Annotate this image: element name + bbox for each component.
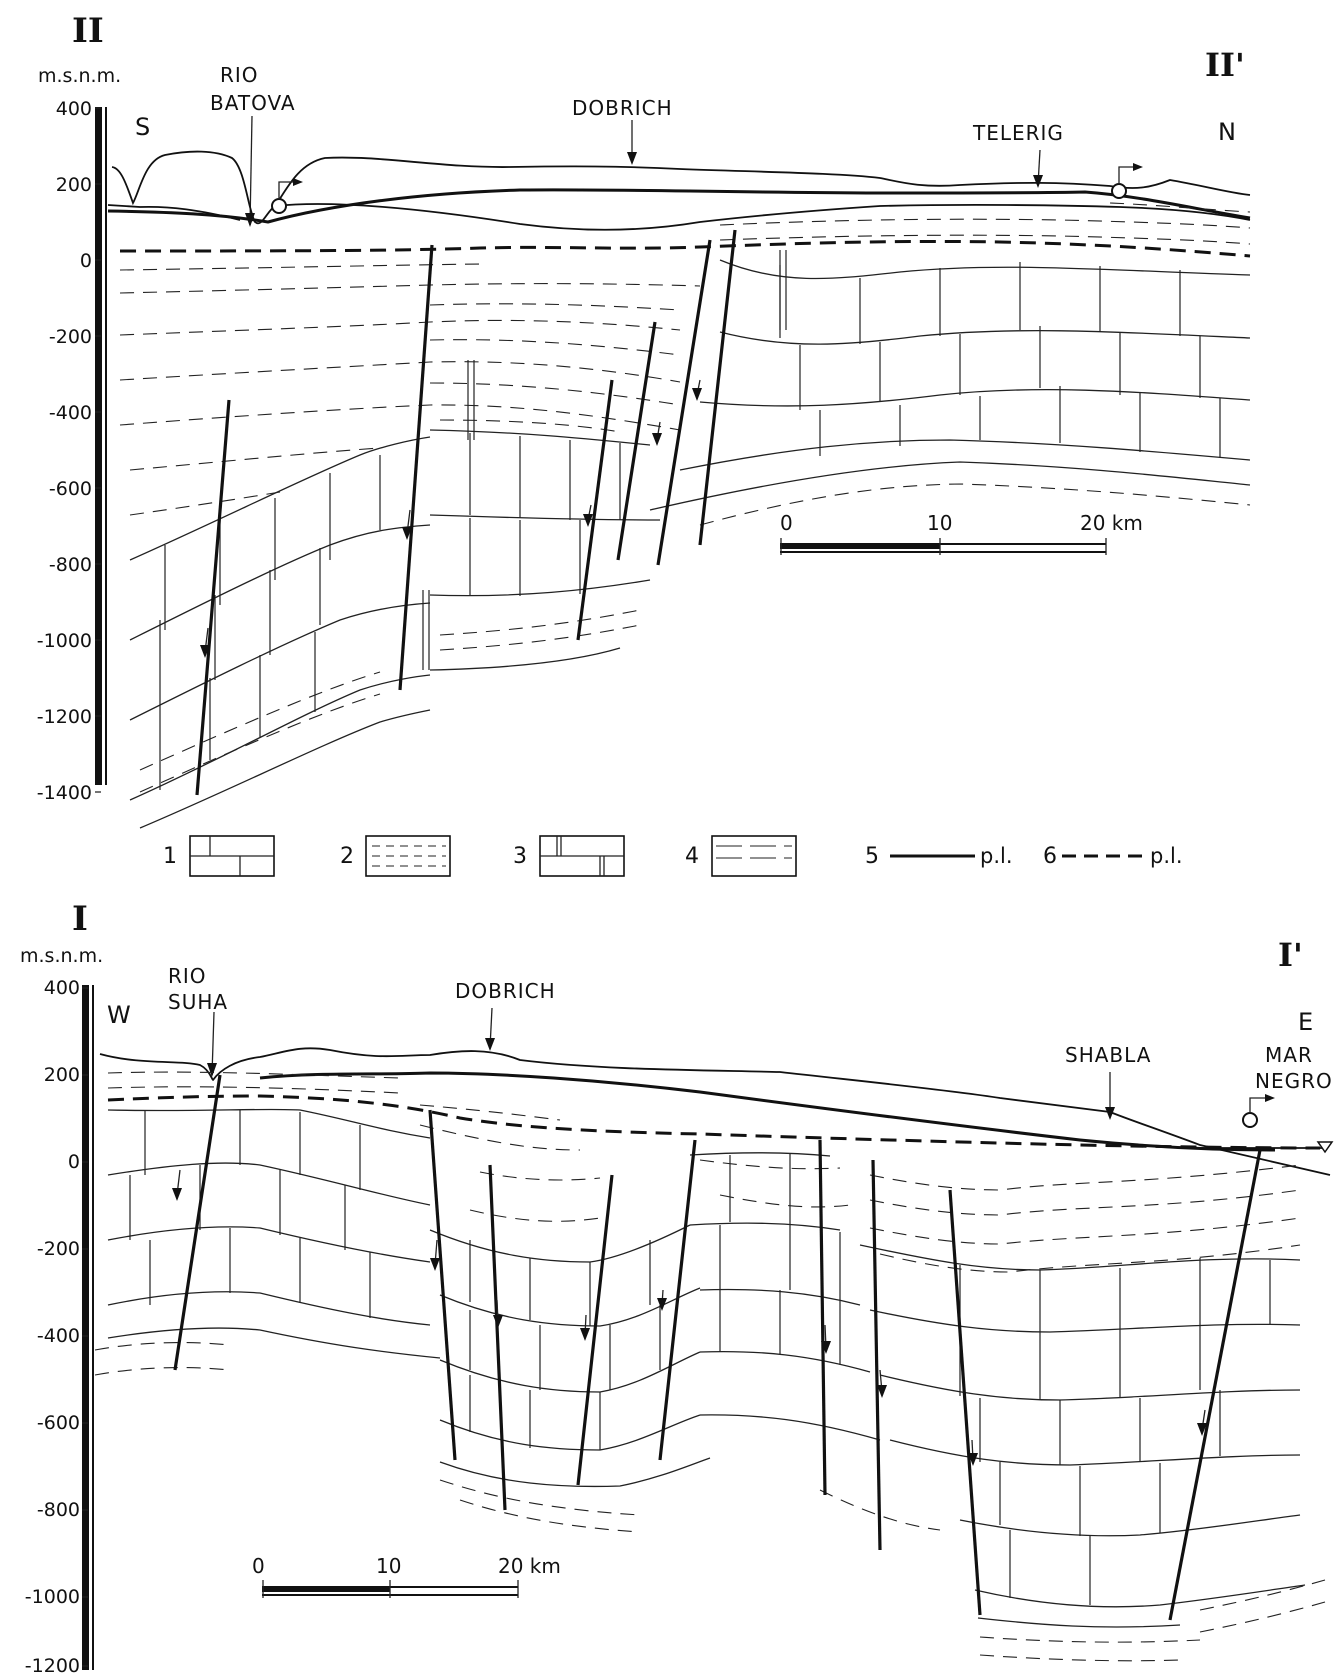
section-i-tick-marks: [82, 987, 88, 1667]
section-i-direction-left: W: [107, 1001, 131, 1029]
section-ii-tick: 400: [56, 98, 92, 120]
fault-displacement-arrows: [172, 1169, 1207, 1466]
section-ii-axis-unit: m.s.n.m.: [38, 65, 121, 87]
section-ii-limestone-beds: [129, 259, 1251, 829]
scale-label: 0: [780, 511, 793, 535]
legend-number: 6: [1043, 844, 1057, 869]
well-marker: [271, 178, 303, 214]
location-arrows: [245, 115, 1043, 227]
section-ii-tick: -1200: [37, 706, 92, 728]
legend-item-1: 1: [163, 835, 275, 877]
legend-number: 3: [513, 844, 527, 869]
legend-item-2: 2: [340, 835, 451, 877]
place-label: SUHA: [168, 990, 228, 1014]
piezometric-level-dashed: [119, 239, 1251, 258]
place-label: DOBRICH: [572, 96, 673, 120]
section-ii-faults: [195, 229, 737, 796]
legend-label: p.l.: [1150, 844, 1183, 868]
section-ii-tick: -200: [49, 326, 92, 348]
section-i-limestone-beds: [107, 1108, 1306, 1628]
section-ii-tick: -800: [49, 554, 92, 576]
legend-item-3: 3: [513, 835, 625, 877]
section-i-depth-axis: [82, 985, 94, 1670]
section-i-joints: [129, 1110, 1271, 1605]
section-ii-tick: -1000: [37, 630, 92, 652]
section-ii-topography: [111, 150, 1251, 225]
legend-item-5: 5 p.l.: [865, 844, 1013, 869]
place-label: MAR: [1265, 1043, 1313, 1067]
scale-label: 20 km: [498, 1554, 561, 1578]
section-ii: II II' m.s.n.m. 400 200 0 -200 -400 -600…: [37, 11, 1251, 829]
section-i-faults: [173, 1074, 1262, 1621]
scale-label: 10: [927, 511, 952, 535]
section-i-tick: -200: [37, 1238, 80, 1260]
section-i-axis-unit: m.s.n.m.: [20, 945, 103, 967]
fault-displacement-arrows: [200, 379, 702, 658]
section-i-tick: -800: [37, 1499, 80, 1521]
legend: 1 2 3 4 5 p.l. 6 p.l.: [163, 835, 1183, 877]
piezometric-level-solid: [107, 188, 1251, 224]
section-i-tick: -1200: [25, 1655, 80, 1675]
section-ii-direction-left: S: [135, 113, 150, 141]
section-i-direction-right: E: [1298, 1008, 1313, 1036]
scale-label: 0: [252, 1554, 265, 1578]
legend-number: 2: [340, 844, 354, 869]
section-ii-joints: [159, 250, 1221, 790]
legend-number: 5: [865, 844, 879, 869]
section-i-id: I: [72, 899, 88, 939]
section-i-tick: -400: [37, 1325, 80, 1347]
section-i-tick: 400: [44, 977, 80, 999]
place-label: BATOVA: [210, 91, 296, 115]
section-i-tick: -1000: [25, 1586, 80, 1608]
legend-number: 1: [163, 844, 177, 869]
section-ii-tick: 200: [56, 174, 92, 196]
piezometric-level-solid: [259, 1071, 1276, 1152]
location-arrows: [207, 1007, 1115, 1120]
section-ii-direction-right: N: [1218, 118, 1236, 146]
place-label: SHABLA: [1065, 1043, 1151, 1067]
place-label: TELERIG: [972, 121, 1064, 145]
section-ii-tick-marks: [95, 107, 101, 793]
section-i-end-id: I': [1278, 936, 1303, 974]
place-label: DOBRICH: [455, 979, 556, 1003]
section-ii-depth-axis: [95, 107, 107, 785]
section-ii-tick: 0: [80, 250, 92, 272]
sea-level-triangle-icon: [1316, 1141, 1334, 1154]
section-i-tick: -600: [37, 1412, 80, 1434]
section-ii-tick: -600: [49, 478, 92, 500]
section-ii-tick-labels: 400 200 0 -200 -400 -600 -800 -1000 -120…: [37, 98, 92, 804]
section-i: I I' m.s.n.m. 400 200 0 -200 -400 -600 -…: [20, 899, 1334, 1675]
piezometric-level-dashed: [107, 1094, 1321, 1150]
legend-item-4: 4: [685, 835, 797, 877]
section-ii-axis-bar: [95, 107, 102, 785]
section-i-scale-bar: 0 10 20 km: [252, 1554, 561, 1598]
place-label: RIO: [168, 964, 207, 988]
section-i-dashed-strata: [94, 1071, 1326, 1662]
section-i-topography: [99, 1047, 1331, 1176]
section-i-axis-bar: [82, 985, 89, 1670]
place-label: RIO: [220, 63, 259, 87]
section-i-tick-labels: 400 200 0 -200 -400 -600 -800 -1000 -120…: [25, 977, 80, 1675]
section-i-tick: 200: [44, 1064, 80, 1086]
section-i-tick: 0: [68, 1151, 80, 1173]
section-ii-id: II: [72, 11, 104, 51]
section-ii-tick: -1400: [37, 782, 92, 804]
well-marker: [1111, 163, 1143, 199]
well-marker: [1242, 1094, 1275, 1128]
legend-item-6: 6 p.l.: [1043, 844, 1183, 869]
section-ii-end-id: II': [1205, 46, 1245, 84]
scale-label: 20 km: [1080, 511, 1143, 535]
place-label: NEGRO: [1255, 1069, 1333, 1093]
scale-label: 10: [376, 1554, 401, 1578]
section-ii-tick: -400: [49, 402, 92, 424]
legend-label: p.l.: [980, 844, 1013, 868]
legend-number: 4: [685, 844, 699, 869]
section-ii-scale-bar: 0 10 20 km: [780, 511, 1143, 555]
